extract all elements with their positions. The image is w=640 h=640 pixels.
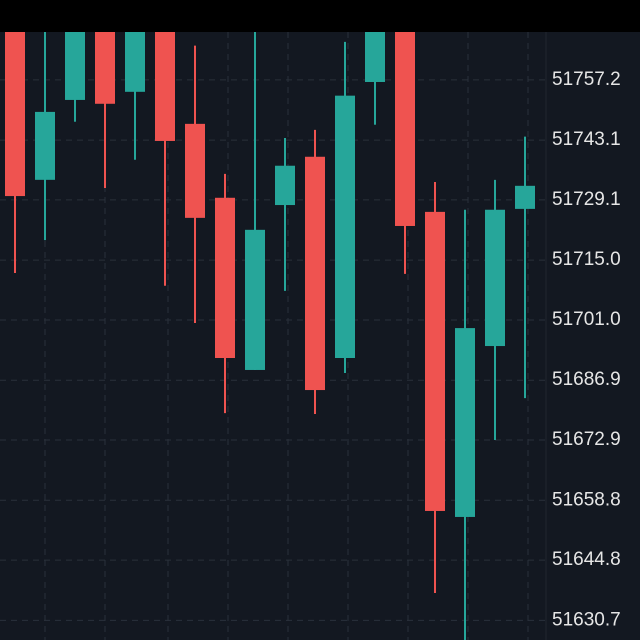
candle-body	[215, 197, 235, 359]
candle-body	[305, 156, 325, 391]
candle-body	[365, 32, 385, 82]
y-tick-label: 51743.1	[552, 129, 621, 150]
y-tick-label: 51630.7	[552, 609, 621, 630]
candle-body	[395, 32, 415, 226]
candle-body	[95, 32, 115, 104]
candle-body	[35, 111, 55, 180]
candle-body	[65, 32, 85, 100]
y-tick-label: 51686.9	[552, 369, 621, 390]
y-tick-label: 51701.0	[552, 309, 621, 330]
candle-body	[5, 32, 25, 197]
candle-body	[185, 123, 205, 218]
y-tick-label: 51672.9	[552, 429, 621, 450]
candle-body	[335, 95, 355, 359]
candle-body	[245, 229, 265, 370]
y-tick-label: 51644.8	[552, 549, 621, 570]
candle-body	[155, 32, 175, 141]
candle-body	[425, 211, 445, 511]
y-tick-label: 51757.2	[552, 69, 621, 90]
top-bar	[0, 0, 640, 32]
y-tick-label: 51729.1	[552, 189, 621, 210]
candle-body	[125, 32, 145, 92]
candle-body	[515, 185, 535, 209]
y-tick-label: 51715.0	[552, 249, 621, 270]
candle-body	[455, 328, 475, 517]
candle-body	[275, 165, 295, 206]
y-tick-label: 51658.8	[552, 489, 621, 510]
candle-body	[485, 209, 505, 347]
